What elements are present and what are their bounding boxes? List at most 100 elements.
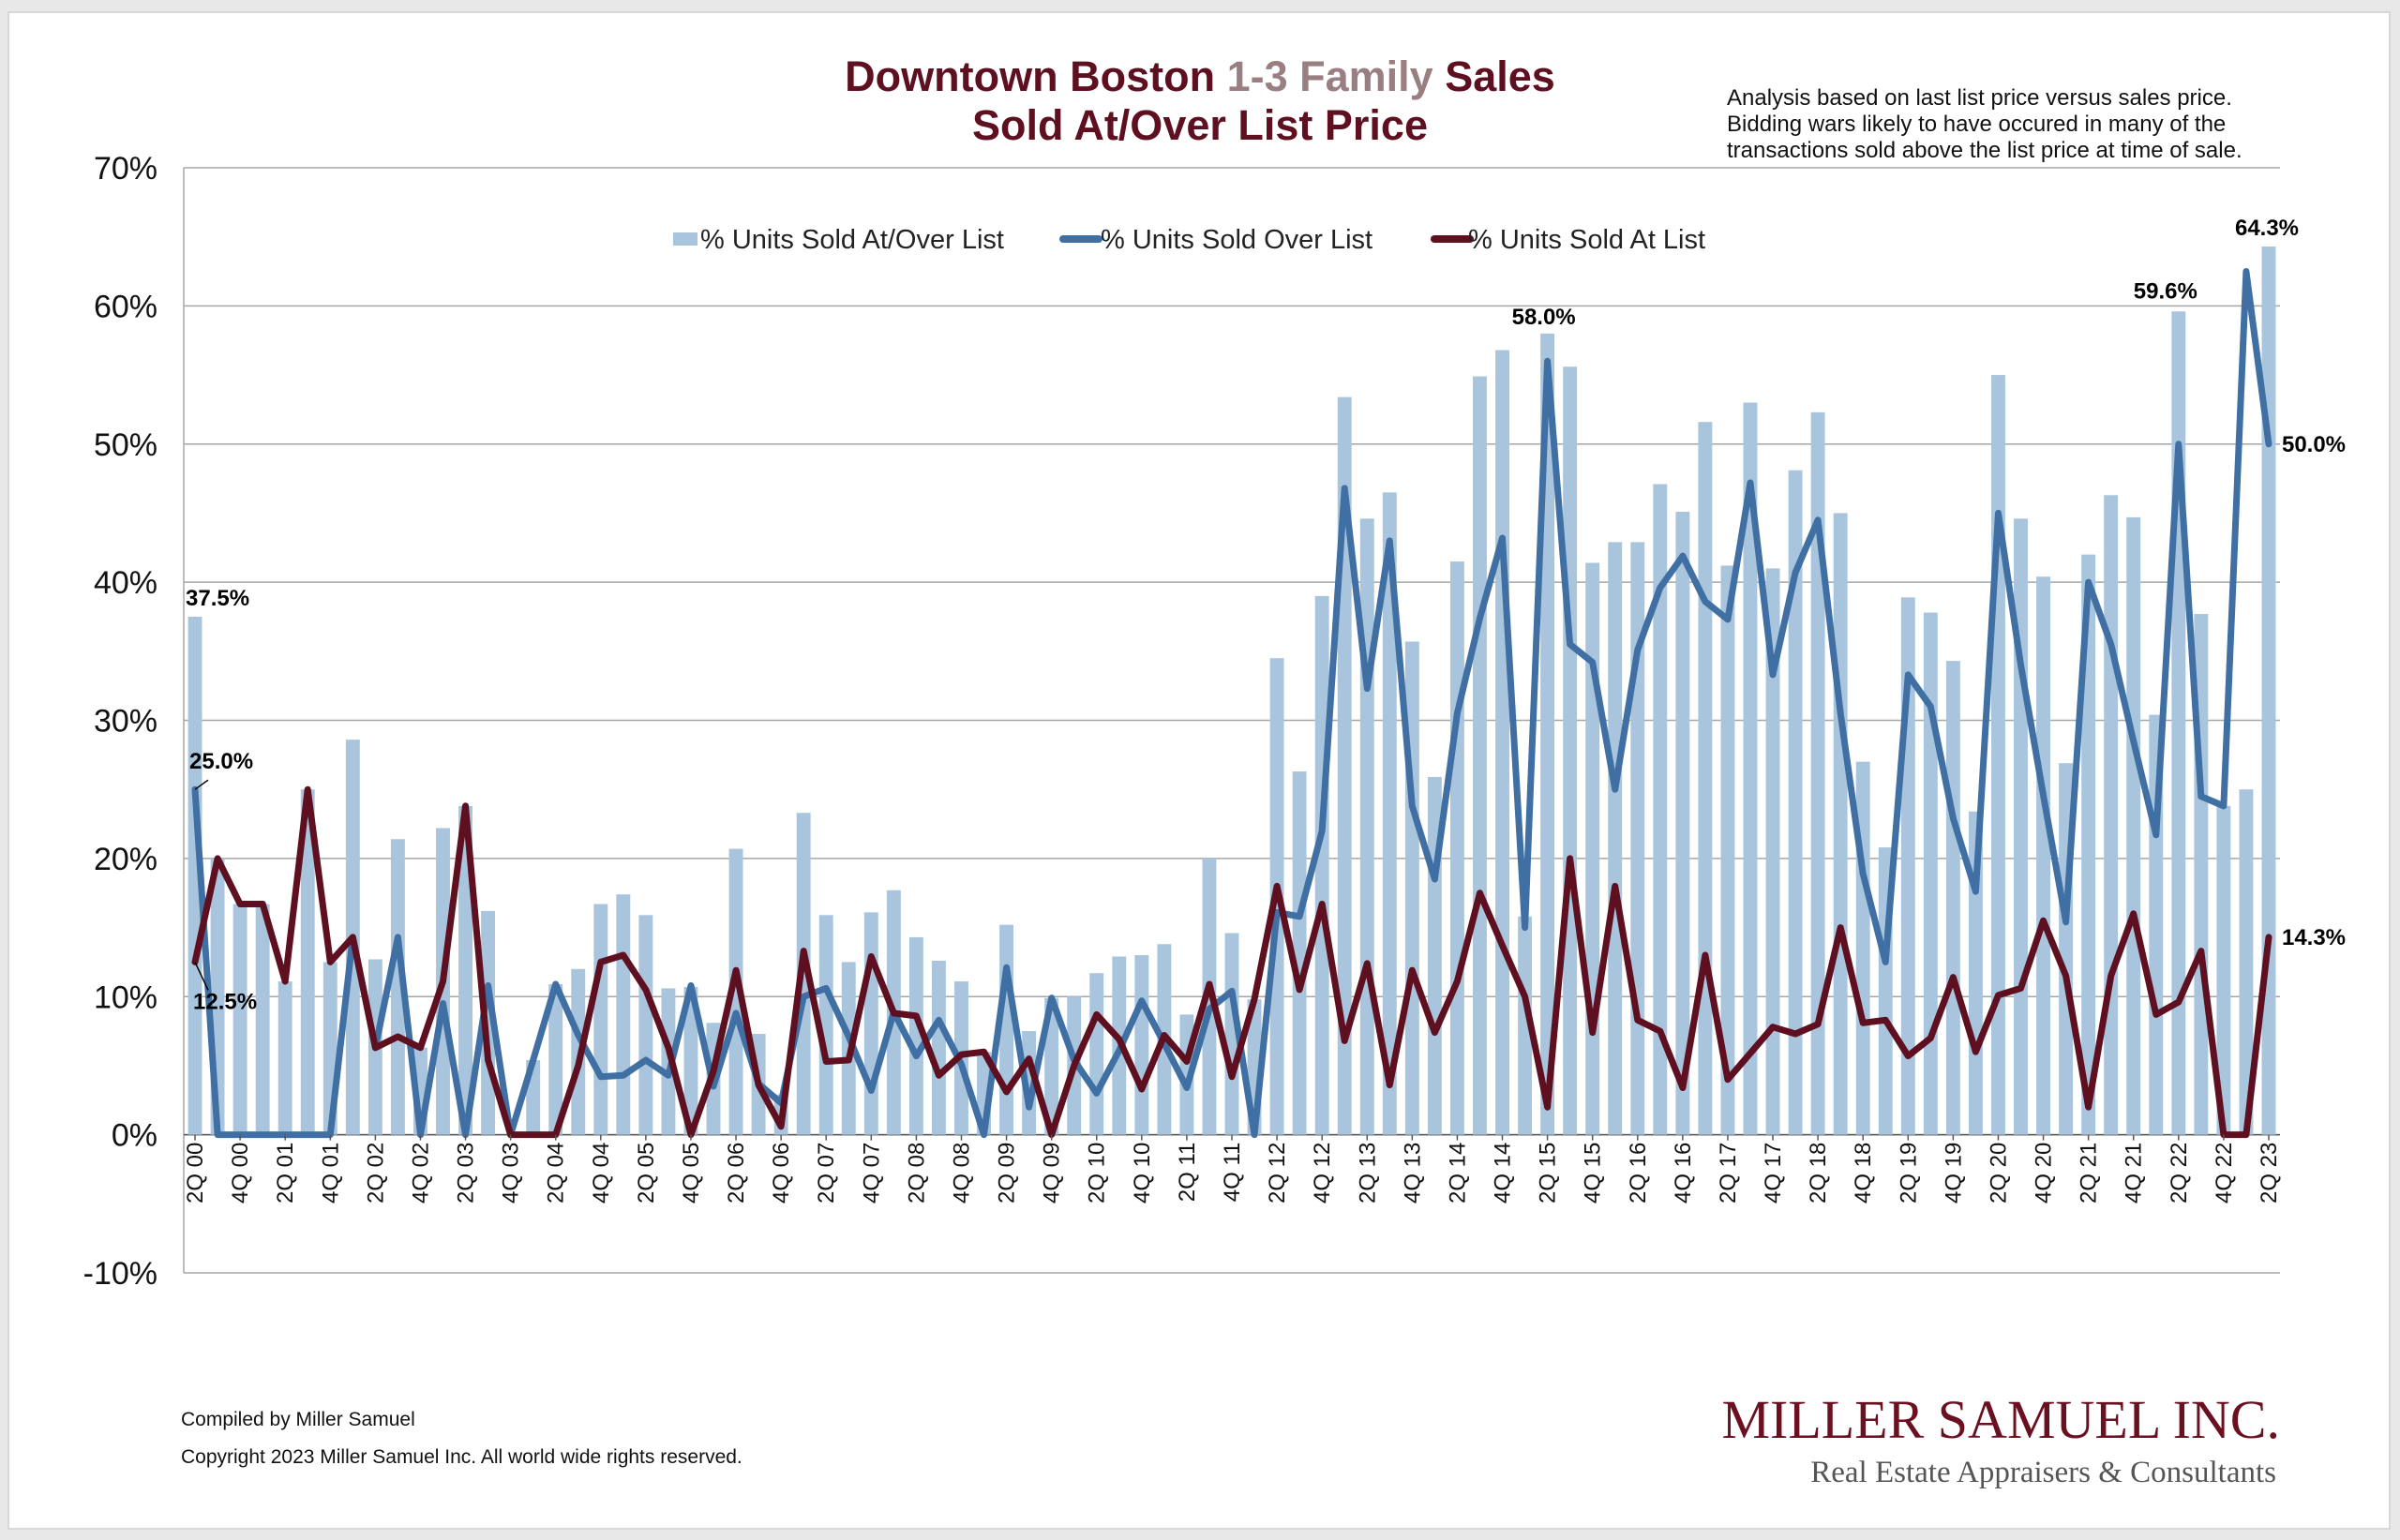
bar <box>2104 495 2119 1135</box>
bar <box>2171 311 2186 1135</box>
data-callout: 58.0% <box>1512 305 1576 330</box>
bar <box>1359 518 1374 1135</box>
y-axis-ticks: -10% 0% 10% 20% 30% 40% 50% 60% 70% <box>83 151 158 1292</box>
y-tick-label: 70% <box>94 151 158 187</box>
bar <box>232 904 248 1135</box>
x-tick-label: 2Q 09 <box>995 1143 1020 1204</box>
bar <box>2081 554 2096 1135</box>
y-tick-label: -10% <box>83 1256 158 1292</box>
legend-label-at-over-list: % Units Sold At/Over List <box>700 225 1004 255</box>
legend: % Units Sold At/Over List % Units Sold O… <box>673 225 1705 255</box>
bar <box>931 960 946 1135</box>
x-tick-label: 4Q 09 <box>1040 1143 1065 1204</box>
bar <box>1563 366 1578 1135</box>
bar <box>1585 562 1600 1135</box>
chart-title-line1: Downtown Boston 1-3 Family Sales <box>845 52 1555 100</box>
bar <box>1608 542 1623 1135</box>
y-tick-label: 10% <box>94 979 158 1015</box>
x-tick-label: 4Q 08 <box>949 1143 974 1204</box>
x-tick-label: 4Q 01 <box>318 1143 343 1204</box>
bar <box>1292 771 1307 1135</box>
bar <box>1518 916 1533 1135</box>
data-callout: 64.3% <box>2235 216 2299 241</box>
bar <box>1743 402 1758 1135</box>
callout-leader <box>194 962 209 991</box>
y-tick-label: 40% <box>94 565 158 601</box>
x-tick-label: 2Q 16 <box>1626 1143 1651 1204</box>
x-tick-label: 4Q 10 <box>1130 1143 1155 1204</box>
chart-title-part3: Sales <box>1433 52 1555 100</box>
bar <box>616 894 631 1135</box>
data-callout: 59.6% <box>2134 278 2198 304</box>
analysis-note-line1: Analysis based on last list price versus… <box>1727 85 2232 111</box>
legend-label-at-list: % Units Sold At List <box>1468 225 1705 255</box>
x-tick-label: 2Q 12 <box>1265 1143 1290 1204</box>
bar <box>300 789 315 1135</box>
bar <box>728 848 743 1135</box>
x-tick-label: 2Q 05 <box>634 1143 659 1204</box>
callout-leader <box>194 779 209 790</box>
bar <box>458 805 472 1135</box>
bar <box>390 839 405 1135</box>
x-tick-label: 4Q 06 <box>769 1143 794 1204</box>
x-tick-label: 2Q 20 <box>1986 1143 2011 1204</box>
bar <box>999 924 1014 1135</box>
copyright-text: Copyright 2023 Miller Samuel Inc. All wo… <box>181 1446 742 1468</box>
chart-title-part1: Downtown Boston <box>845 52 1226 100</box>
bar <box>1720 565 1735 1135</box>
x-tick-label: 2Q 23 <box>2257 1143 2282 1204</box>
bar <box>188 616 202 1135</box>
x-tick-label: 2Q 22 <box>2167 1143 2192 1204</box>
bar <box>1449 561 1464 1135</box>
x-tick-label: 2Q 03 <box>454 1143 479 1204</box>
x-axis-ticks: 2Q 00 4Q 00 2Q 01 4Q 01 2Q 02 4Q 02 2Q 03 4Q 03… <box>183 1134 2282 1204</box>
x-tick-label: 2Q 13 <box>1355 1143 1380 1204</box>
data-callout: 50.0% <box>2282 432 2346 457</box>
x-tick-label: 4Q 21 <box>2122 1143 2147 1204</box>
x-tick-label: 4Q 00 <box>228 1143 253 1204</box>
x-tick-label: 2Q 06 <box>724 1143 749 1204</box>
x-tick-label: 4Q 18 <box>1851 1143 1876 1204</box>
bar <box>2261 247 2276 1135</box>
x-tick-label: 4Q 05 <box>679 1143 704 1204</box>
x-tick-label: 2Q 11 <box>1175 1143 1200 1203</box>
logo-wordmark: MILLER SAMUEL INC. <box>1721 1389 2280 1450</box>
y-tick-label: 60% <box>94 289 158 324</box>
x-tick-label: 2Q 08 <box>904 1143 929 1204</box>
analysis-note-line3: transactions sold above the list price a… <box>1727 138 2242 163</box>
bar <box>1810 411 1825 1135</box>
bar <box>683 986 698 1135</box>
x-tick-label: 2Q 00 <box>183 1143 208 1204</box>
bar <box>1382 492 1397 1135</box>
x-tick-label: 2Q 18 <box>1806 1143 1831 1204</box>
bar <box>1923 612 1938 1135</box>
x-tick-label: 4Q 14 <box>1491 1143 1516 1204</box>
x-tick-label: 4Q 19 <box>1941 1143 1966 1204</box>
bar <box>255 904 270 1135</box>
y-tick-label: 50% <box>94 427 158 463</box>
x-tick-label: 2Q 21 <box>2077 1143 2102 1204</box>
bar <box>1675 511 1690 1135</box>
data-callout: 14.3% <box>2282 925 2346 950</box>
x-tick-label: 4Q 02 <box>408 1143 433 1204</box>
chart-title-part2: 1-3 Family <box>1227 52 1433 100</box>
bar <box>1765 568 1780 1135</box>
bar <box>2216 805 2231 1135</box>
bar <box>1044 997 1059 1135</box>
x-tick-label: 4Q 04 <box>589 1143 614 1204</box>
bar <box>1473 376 1487 1135</box>
bar <box>1945 661 1960 1135</box>
bar <box>1495 350 1509 1135</box>
y-tick-label: 30% <box>94 704 158 740</box>
bar <box>818 915 833 1135</box>
x-tick-label: 2Q 17 <box>1716 1143 1741 1204</box>
bar <box>1698 422 1713 1135</box>
bar <box>1089 973 1104 1135</box>
legend-label-over-list: % Units Sold Over List <box>1101 225 1372 255</box>
x-tick-label: 4Q 17 <box>1761 1143 1786 1204</box>
x-tick-label: 4Q 03 <box>499 1143 524 1204</box>
x-tick-label: 4Q 16 <box>1671 1143 1696 1204</box>
bar <box>661 988 676 1135</box>
line-series-over-list <box>191 268 2272 1139</box>
bar <box>1134 955 1149 1135</box>
